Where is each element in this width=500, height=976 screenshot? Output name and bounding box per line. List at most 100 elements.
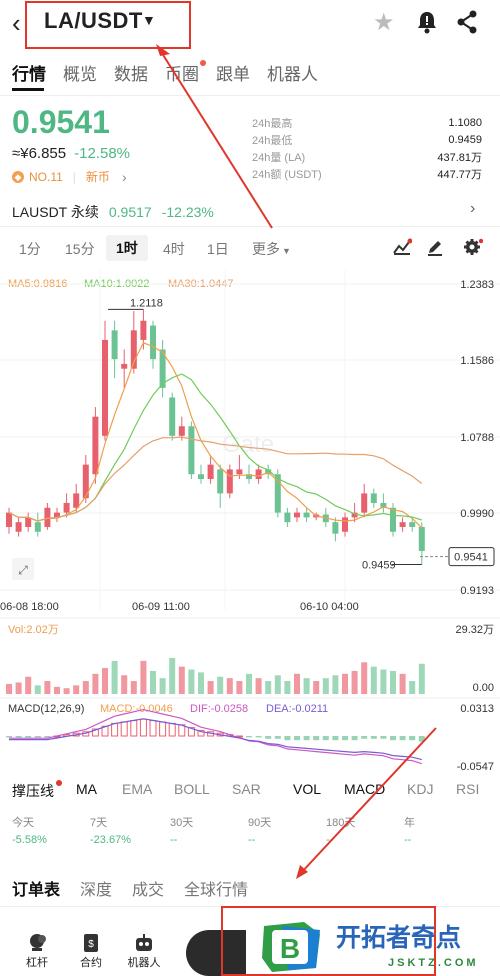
volume-bar — [226, 678, 233, 694]
interval-4h[interactable]: 4时 — [163, 241, 185, 257]
interval-1m[interactable]: 1分 — [19, 241, 41, 257]
candle — [73, 493, 80, 508]
perp-price: 0.9517 — [108, 204, 152, 220]
volume-bar — [25, 676, 32, 694]
settings-gear-icon[interactable] — [463, 238, 484, 259]
nav-robot[interactable]: 机器人 — [124, 932, 164, 970]
header-bar: ‹ LA/USDT ▼ ★ — [0, 0, 500, 52]
draw-pen-icon[interactable] — [426, 238, 444, 259]
high-price-label: 1.2118 — [130, 297, 163, 309]
candle — [140, 320, 147, 340]
volume-bar — [361, 662, 368, 694]
vol-tick-label: 29.32万 — [455, 624, 494, 636]
volume-bar — [34, 685, 41, 694]
volume-bar — [54, 686, 60, 694]
macd-hist-bar — [44, 736, 51, 738]
macd-hist-bar — [332, 736, 339, 741]
dea-line — [9, 718, 422, 761]
indicator-support-resistance[interactable]: 撑压线 — [12, 783, 54, 799]
tab-trades[interactable]: 成交 — [132, 882, 165, 899]
tab-orderbook[interactable]: 订单表 — [12, 882, 61, 899]
trade-button[interactable] — [186, 930, 246, 976]
volume-bar — [150, 670, 156, 694]
tab-global-market[interactable]: 全球行情 — [184, 882, 249, 899]
volume-bar — [255, 678, 262, 694]
candle — [226, 469, 233, 494]
macd-hist-bar — [380, 736, 387, 739]
interval-more[interactable]: 更多 ▼ — [252, 239, 291, 259]
candle — [34, 522, 41, 532]
volume-bar — [409, 681, 416, 694]
nav-label: 合约 — [80, 957, 102, 969]
indicator-chart-icon[interactable] — [392, 238, 413, 259]
candle — [169, 397, 176, 436]
indicator-sar[interactable]: SAR — [232, 781, 261, 797]
indicator-rsi[interactable]: RSI — [456, 781, 480, 797]
nav-contract[interactable]: $ 合约 — [71, 932, 111, 970]
tab-bots[interactable]: 机器人 — [267, 64, 318, 84]
tab-overview[interactable]: 概览 — [63, 64, 97, 84]
annotation-arrowhead — [296, 865, 308, 879]
interval-1h[interactable]: 1时 — [106, 235, 148, 261]
price-change: -12.58% — [74, 145, 130, 162]
bottom-tabs: 订单表 深度 成交 全球行情 — [12, 876, 268, 900]
share-icon[interactable] — [456, 10, 478, 39]
nav-leverage[interactable]: 杠杆 — [17, 932, 57, 970]
candle — [284, 512, 291, 523]
volume-bar — [92, 673, 99, 694]
macd-tick-label: 0.0313 — [460, 703, 494, 715]
nav-label: 机器人 — [127, 957, 161, 969]
interval-1d[interactable]: 1日 — [207, 241, 229, 257]
macd-hist-bar — [284, 736, 291, 741]
indicator-ma[interactable]: MA — [76, 781, 97, 797]
tab-community[interactable]: 币圈 — [165, 59, 206, 85]
back-chevron-icon[interactable]: ‹ — [12, 8, 21, 38]
bell-icon[interactable] — [416, 10, 438, 39]
rank-icon: ◆ — [12, 170, 24, 183]
macd-hist-bar — [303, 736, 310, 741]
indicator-boll[interactable]: BOLL — [174, 781, 210, 797]
perf-value: -- — [170, 834, 178, 846]
kline-chart[interactable]: MA5:0.9816 MA10:1.0022 MA30:1.0447 1.23831.… — [0, 270, 500, 775]
volume-bar — [390, 670, 396, 694]
rank-row[interactable]: ◆ NO.11 | 新币 › — [12, 168, 127, 185]
macd-hist-bar — [313, 736, 320, 741]
time-axis-label: 06-08 18:00 — [0, 601, 59, 613]
pair-title[interactable]: LA/USDT — [44, 8, 143, 33]
caret-down-icon[interactable]: ▼ — [142, 12, 156, 28]
indicator-kdj[interactable]: KDJ — [407, 781, 434, 797]
tab-copy-trading[interactable]: 跟单 — [216, 64, 250, 84]
indicator-ema[interactable]: EMA — [122, 781, 153, 797]
macd-hist-bar — [370, 736, 377, 739]
perf-value: -- — [326, 834, 334, 846]
candle — [246, 474, 252, 480]
star-icon[interactable]: ★ — [373, 9, 395, 36]
annotation-arrowhead — [156, 44, 170, 56]
macd-tick-label: -0.0547 — [457, 761, 494, 773]
volume-bar — [44, 681, 51, 694]
tab-data[interactable]: 数据 — [114, 64, 148, 84]
macd-hist-bar — [187, 727, 195, 737]
tab-market[interactable]: 行情 — [12, 64, 46, 84]
candle — [15, 522, 22, 532]
volume-bar — [198, 672, 204, 694]
candle — [82, 464, 89, 499]
macd-hist-bar — [197, 729, 205, 737]
chevron-right-icon[interactable]: › — [470, 200, 476, 217]
candle — [54, 512, 60, 518]
volume-bar — [322, 678, 329, 694]
indicator-vol[interactable]: VOL — [293, 781, 322, 797]
tab-community-label: 币圈 — [165, 64, 199, 84]
notification-dot — [200, 59, 206, 66]
last-price: 0.9541 — [12, 104, 110, 140]
macd-hist-bar — [25, 736, 32, 738]
candle — [130, 330, 137, 369]
macd-hist-bar — [294, 736, 300, 741]
perpetual-row[interactable]: LAUSDT 永续 0.9517 -12.23% — [12, 202, 214, 222]
price-tick-label: 1.1586 — [460, 355, 494, 367]
candle — [102, 339, 108, 436]
tab-depth[interactable]: 深度 — [80, 882, 113, 899]
interval-15m[interactable]: 15分 — [65, 241, 95, 257]
volume-bar — [294, 673, 300, 694]
logo-name: 开拓者奇点 — [336, 923, 461, 952]
